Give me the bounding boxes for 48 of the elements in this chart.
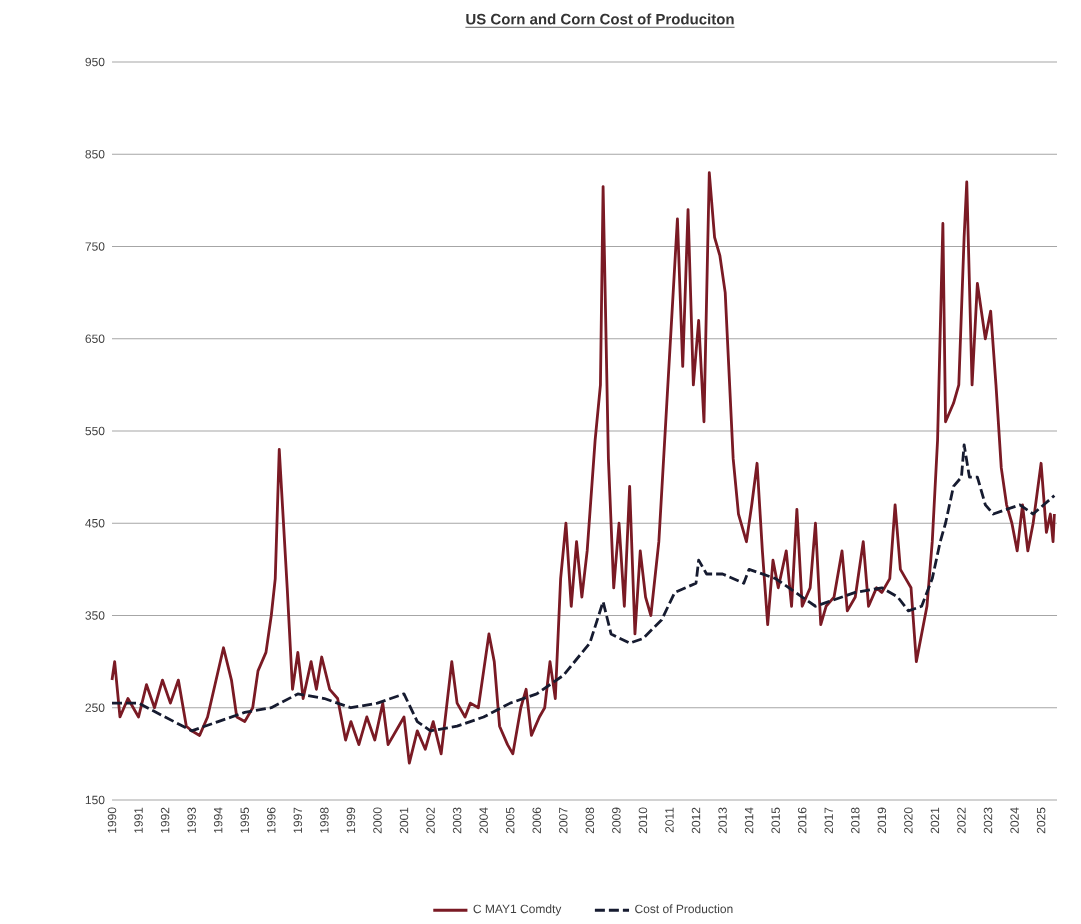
x-tick-label: 2002 [426,807,435,834]
x-tick-label: 1999 [346,807,356,833]
x-tick-label: 2005 [505,807,515,834]
x-tick-label: 2012 [691,807,701,834]
legend-label: Cost of Production [635,904,733,914]
x-tick-label: 2006 [532,807,541,834]
x-tick-label: 2000 [373,807,382,834]
x-tick-label: 2024 [1010,807,1019,834]
x-tick-label: 2013 [718,807,727,834]
x-tick-label: 2018 [851,807,860,834]
y-tick-label: 750 [85,242,105,251]
x-tick-label: 1992 [160,807,170,833]
x-tick-label: 2009 [612,807,621,834]
y-tick-label: 150 [85,795,105,805]
x-tick-label: 2019 [877,807,887,834]
x-tick-label: 2023 [983,807,993,834]
x-tick-label: 2004 [479,807,488,834]
x-tick-label: 1990 [107,807,117,833]
y-tick-label: 850 [85,149,105,159]
legend-label: C MAY1 Comdty [473,904,562,916]
x-tick-label: 2020 [904,807,913,834]
y-tick-label: 350 [85,611,105,620]
y-tick-label: 250 [85,703,105,712]
x-tick-label: 1994 [213,807,223,833]
x-tick-label: 2014 [744,807,754,834]
x-tick-label: 2003 [452,807,462,834]
x-tick-label: 2008 [585,807,595,834]
x-tick-label: 2015 [771,807,780,834]
x-tick-label: 1995 [240,807,249,833]
y-tick-label: 950 [85,57,105,67]
x-tick-label: 2016 [797,807,807,834]
x-tick-label: 2025 [1036,807,1046,834]
y-tick-label: 550 [85,426,105,436]
x-tick-label: 2007 [559,807,568,834]
x-tick-label: 2022 [957,807,966,834]
x-tick-label: 1996 [267,807,276,833]
x-tick-label: 2017 [824,807,833,834]
y-tick-label: 450 [85,518,105,528]
x-tick-label: 2010 [638,807,648,834]
x-tick-label: 1991 [134,807,143,833]
x-tick-label: 1998 [320,807,329,833]
x-tick-label: 2001 [399,807,409,834]
x-tick-label: 1993 [187,807,196,833]
x-tick-label: 1997 [293,807,303,833]
chart-title: US Corn and Corn Cost of Produciton [466,13,734,25]
x-tick-label: 2021 [930,807,940,834]
y-tick-label: 650 [85,334,105,343]
x-tick-label: 2011 [665,807,674,833]
